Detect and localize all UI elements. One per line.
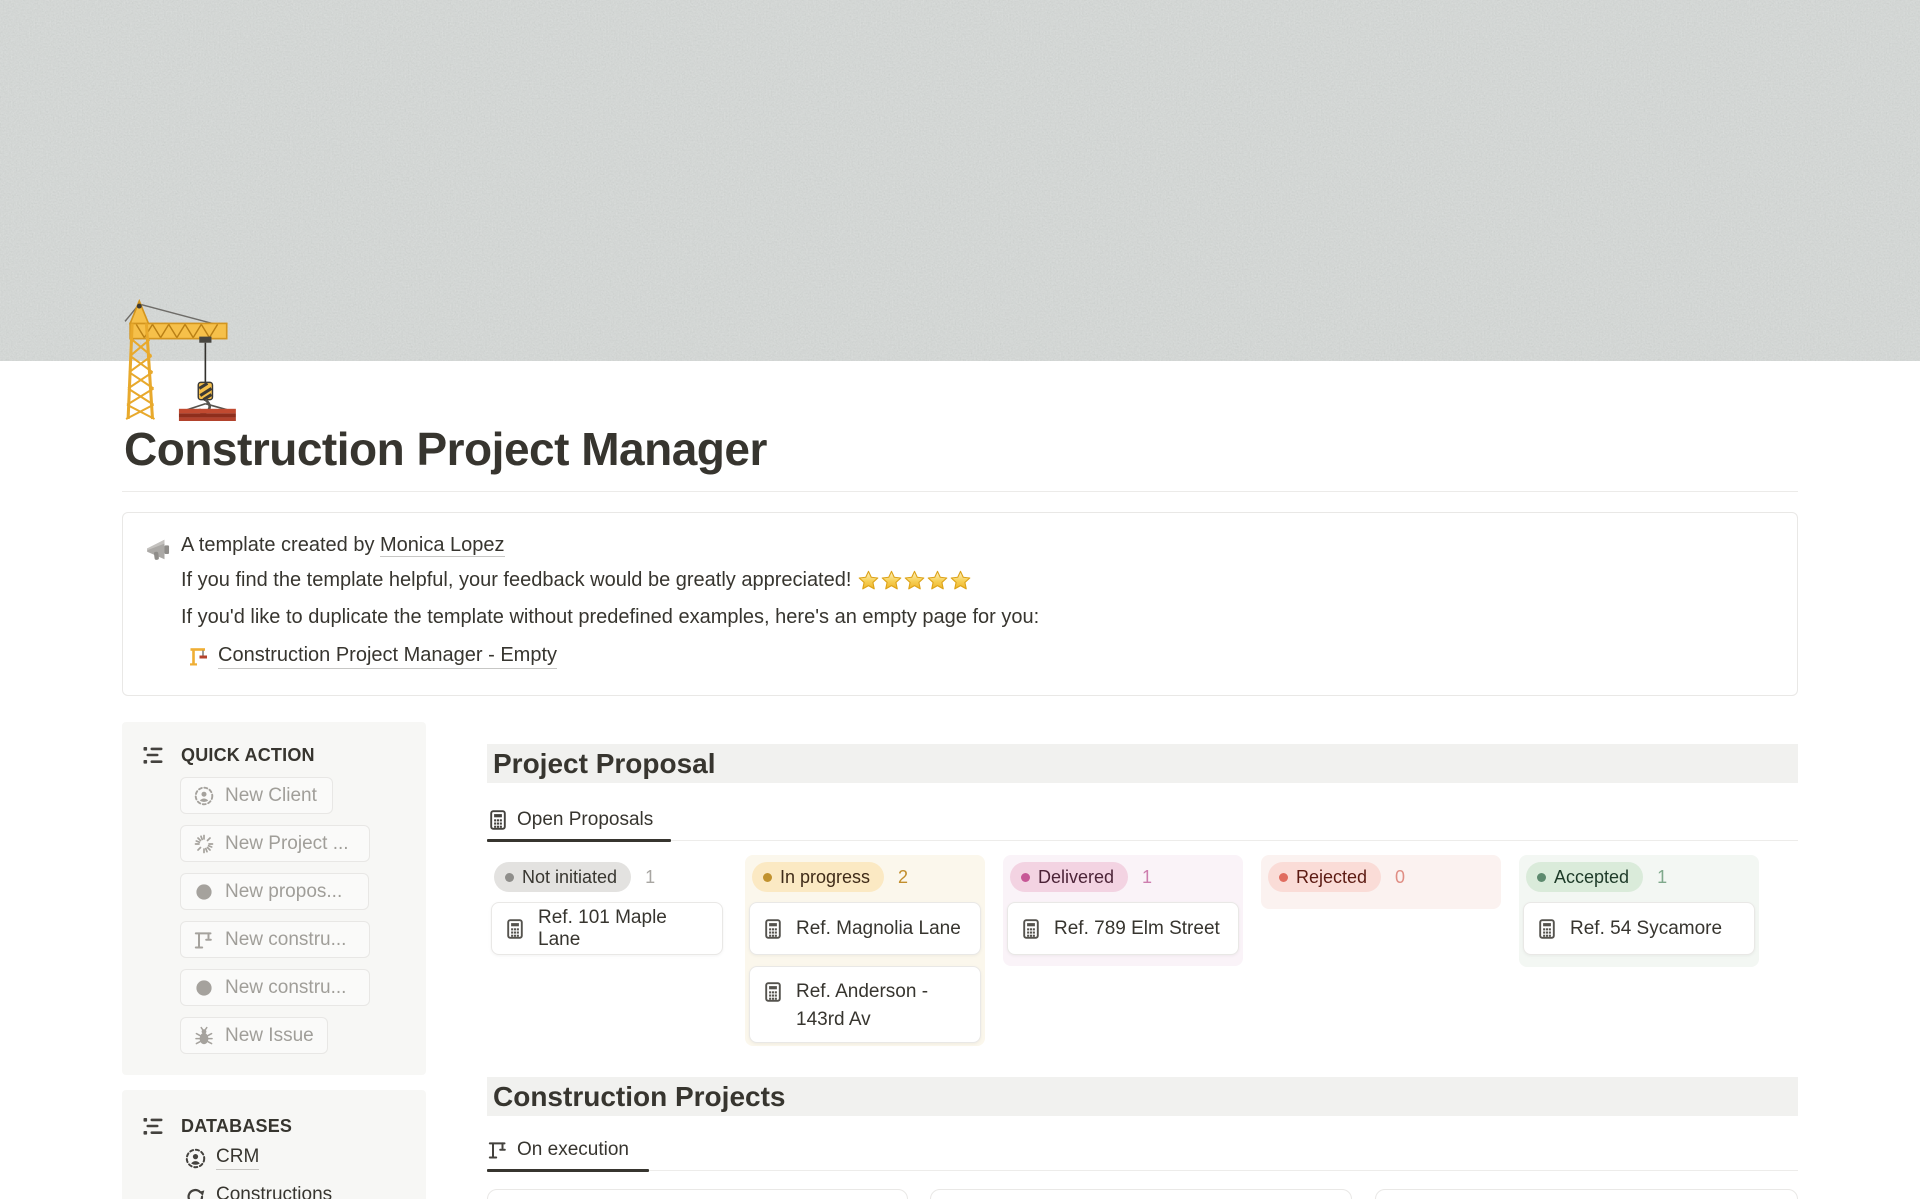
column-count: 0 bbox=[1395, 866, 1406, 887]
template-callout: A template created by Monica Lopez If yo… bbox=[122, 512, 1798, 696]
calculator-icon bbox=[765, 918, 781, 939]
crane-icon bbox=[189, 648, 209, 666]
megaphone-icon bbox=[145, 533, 177, 669]
status-dot-icon bbox=[763, 872, 772, 882]
divider bbox=[122, 491, 1798, 492]
crane-icon bbox=[488, 1142, 506, 1159]
star-icon bbox=[882, 570, 902, 590]
construction-view-tabs: On execution bbox=[487, 1128, 1798, 1172]
calculator-icon bbox=[765, 982, 781, 1002]
project-proposal-heading: Project Proposal bbox=[487, 744, 1798, 783]
calculator-icon bbox=[490, 810, 506, 830]
new-construction-button-2[interactable]: New constru... bbox=[180, 969, 370, 1006]
status-dot-icon bbox=[505, 872, 514, 882]
column-count: 1 bbox=[645, 866, 656, 887]
status-dot-icon bbox=[1279, 872, 1288, 882]
column-count: 1 bbox=[1657, 866, 1668, 887]
status-dot-icon bbox=[1021, 872, 1030, 882]
contact-icon bbox=[185, 1148, 206, 1168]
tab-on-execution[interactable]: On execution bbox=[488, 1139, 629, 1161]
databases-card: DATABASES CRM Constructions bbox=[122, 1090, 426, 1199]
status-pill[interactable]: Delivered bbox=[1010, 862, 1129, 892]
page-title: Construction Project Manager bbox=[124, 423, 767, 475]
tab-open-proposals[interactable]: Open Proposals bbox=[488, 809, 653, 831]
column-count: 2 bbox=[898, 866, 909, 887]
cover-image bbox=[0, 0, 1920, 361]
construction-card[interactable] bbox=[930, 1189, 1352, 1199]
list-icon bbox=[143, 747, 163, 764]
proposal-card[interactable]: Ref. Magnolia Lane bbox=[749, 902, 981, 955]
proposal-card[interactable]: Ref. Anderson - 143rd Av bbox=[749, 966, 981, 1043]
star-icon bbox=[928, 570, 948, 590]
empty-page-link[interactable]: Construction Project Manager - Empty bbox=[218, 643, 558, 669]
proposal-card[interactable]: Ref. 101 Maple Lane bbox=[491, 902, 723, 955]
construction-card[interactable] bbox=[1375, 1189, 1798, 1199]
list-icon bbox=[143, 1118, 163, 1135]
quick-action-card: QUICK ACTION New Client New Project ... … bbox=[122, 722, 426, 1075]
new-client-button[interactable]: New Client bbox=[180, 777, 333, 814]
quick-action-title: QUICK ACTION bbox=[181, 745, 315, 765]
construction-projects-heading: Construction Projects bbox=[487, 1077, 1798, 1116]
status-pill[interactable]: Rejected bbox=[1268, 862, 1382, 892]
proposal-card[interactable]: Ref. 789 Elm Street bbox=[1007, 902, 1239, 955]
proposal-board: Not initiated 1 Ref. 101 Maple Lane In p… bbox=[487, 855, 1798, 1055]
new-construction-button[interactable]: New constru... bbox=[180, 921, 370, 958]
active-tab-underline bbox=[487, 1169, 649, 1172]
new-issue-button[interactable]: New Issue bbox=[180, 1017, 328, 1054]
crane-icon bbox=[194, 931, 212, 948]
page-icon-crane[interactable] bbox=[122, 298, 244, 421]
calculator-icon bbox=[1023, 918, 1039, 939]
status-dot-icon bbox=[1537, 872, 1546, 882]
bug-icon bbox=[195, 1026, 213, 1045]
status-pill[interactable]: In progress bbox=[752, 862, 885, 892]
proposal-view-tabs: Open Proposals bbox=[487, 797, 1798, 842]
status-pill[interactable]: Not initiated bbox=[494, 862, 632, 892]
circle-icon bbox=[196, 883, 212, 900]
new-project-button[interactable]: New Project ... bbox=[180, 825, 370, 862]
sidebar-item-constructions[interactable]: Constructions bbox=[185, 1184, 332, 1199]
author-link[interactable]: Monica Lopez bbox=[380, 534, 505, 557]
sync-icon bbox=[187, 1188, 206, 1199]
new-proposal-button[interactable]: New propos... bbox=[180, 873, 369, 910]
sidebar-item-crm[interactable]: CRM bbox=[185, 1146, 332, 1170]
active-tab-underline bbox=[487, 839, 671, 842]
circle-icon bbox=[196, 979, 212, 996]
databases-title: DATABASES bbox=[181, 1116, 293, 1136]
proposal-card[interactable]: Ref. 54 Sycamore bbox=[1523, 902, 1755, 955]
calculator-icon bbox=[1539, 918, 1555, 939]
construction-card[interactable] bbox=[487, 1189, 908, 1199]
feedback-line: If you find the template helpful, your f… bbox=[181, 568, 1039, 593]
contact-icon bbox=[194, 786, 214, 805]
calculator-icon bbox=[507, 918, 523, 939]
column-count: 1 bbox=[1142, 866, 1153, 887]
burst-icon bbox=[194, 834, 214, 853]
star-icon bbox=[951, 570, 971, 590]
star-icon bbox=[859, 570, 879, 590]
created-by-line: A template created by Monica Lopez bbox=[181, 534, 505, 557]
duplicate-line: If you'd like to duplicate the template … bbox=[181, 606, 1040, 628]
status-pill[interactable]: Accepted bbox=[1526, 862, 1644, 892]
star-icon bbox=[905, 570, 925, 590]
